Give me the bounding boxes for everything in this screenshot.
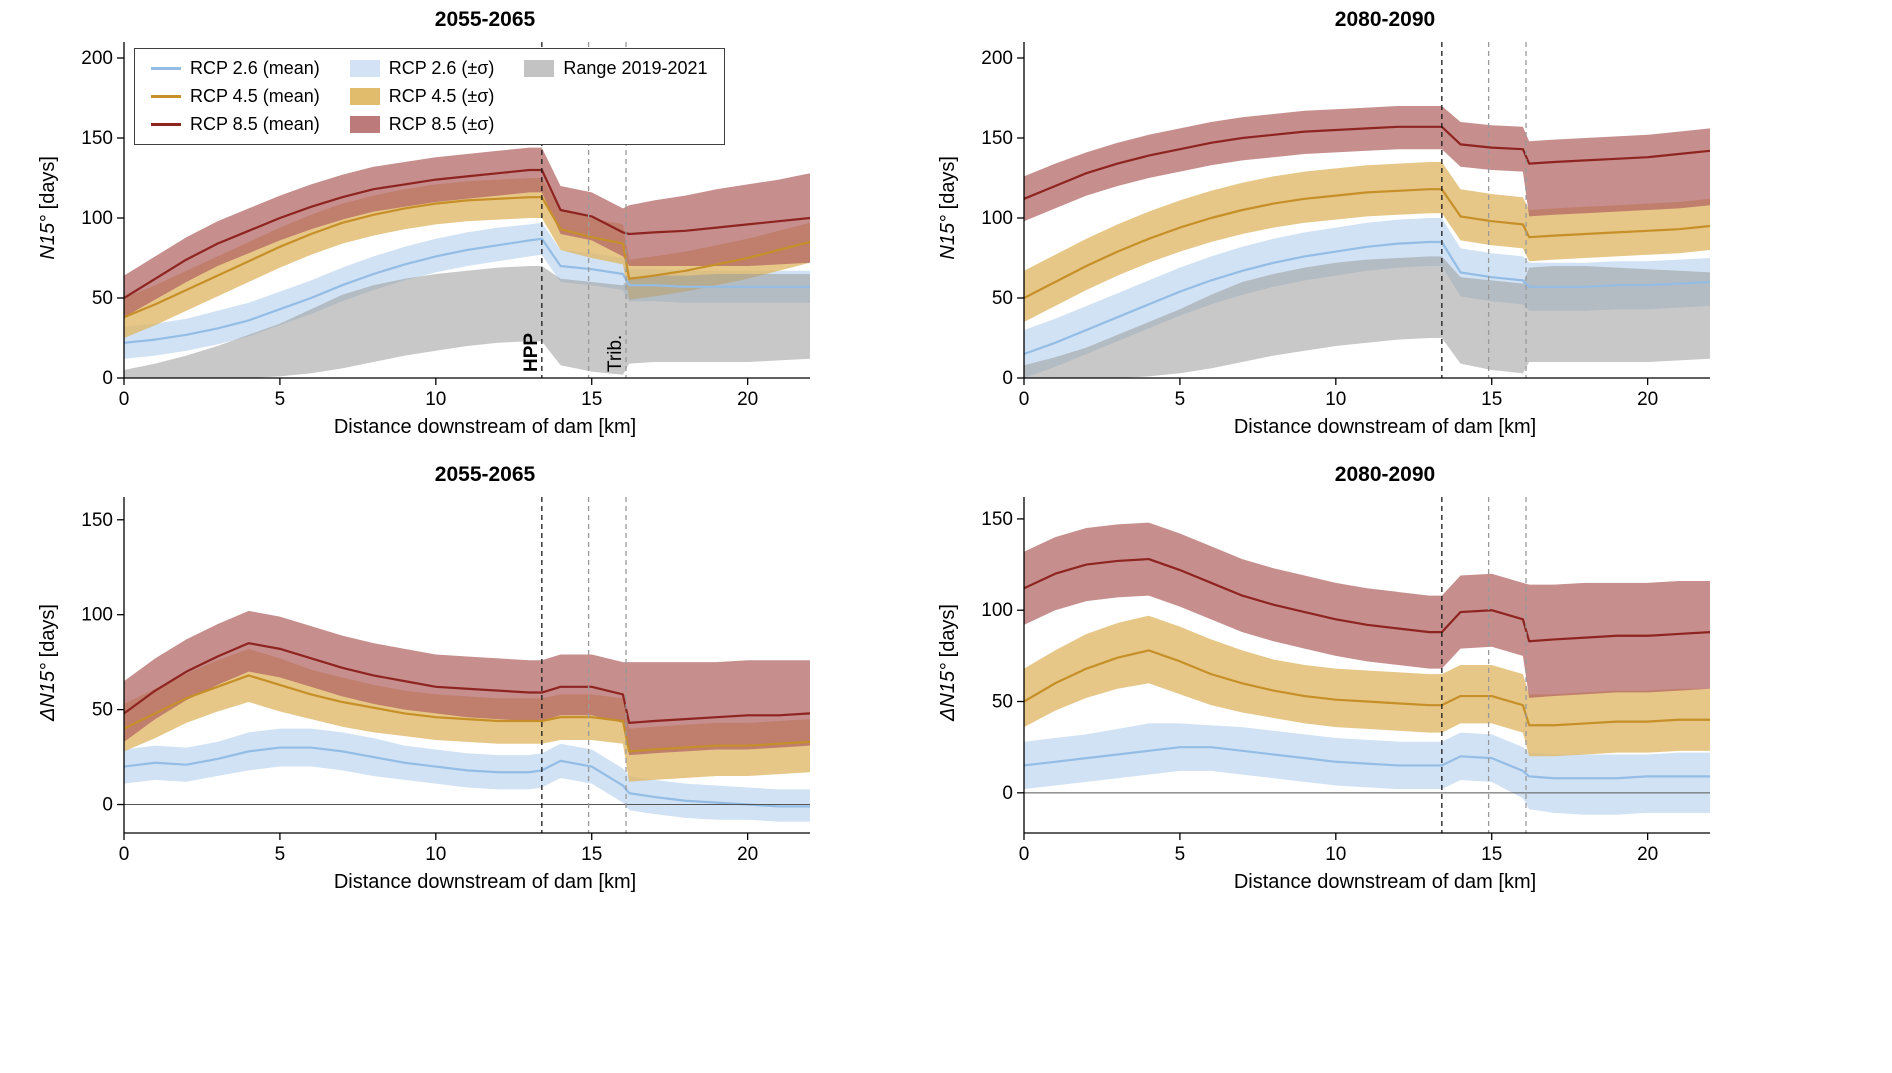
svg-text:15: 15 <box>581 844 602 865</box>
x-axis-label: Distance downstream of dam [km] <box>333 416 637 438</box>
y-axis-label: ΔN15° [days] <box>30 489 66 871</box>
svg-text:10: 10 <box>1325 389 1346 410</box>
svg-text:100: 100 <box>81 208 113 229</box>
y-axis-label-units: [days] <box>36 604 59 664</box>
svg-text:0: 0 <box>102 795 113 816</box>
legend-item: RCP 2.6 (±σ) <box>349 58 495 79</box>
legend-band-swatch-icon <box>349 60 380 77</box>
svg-text:5: 5 <box>275 844 286 865</box>
svg-text:150: 150 <box>981 128 1013 149</box>
svg-text:100: 100 <box>981 600 1013 621</box>
plot-region: ΔN15° [days] 0 5 10 15 20 0 50 100 150 <box>930 489 1760 871</box>
svg-text:20: 20 <box>1637 389 1658 410</box>
legend-item: Range 2019-2021 <box>524 58 708 79</box>
x-axis-label: Distance downstream of dam [km] <box>1233 871 1537 893</box>
x-axis-label: Distance downstream of dam [km] <box>333 871 637 893</box>
svg-text:200: 200 <box>981 48 1013 69</box>
legend-label: RCP 4.5 (mean) <box>190 86 320 106</box>
svg-text:0: 0 <box>119 844 130 865</box>
legend-line-swatch-icon <box>151 123 181 126</box>
plot-area: 0 5 10 15 20 0 50 100 150 <box>81 497 810 865</box>
svg-text:Trib.: Trib. <box>605 335 626 372</box>
y-axis-label: N15° [days] <box>30 34 66 416</box>
plot-region: ΔN15° [days] 0 5 10 15 20 0 50 100 150 <box>30 489 860 871</box>
svg-text:0: 0 <box>1002 783 1013 804</box>
svg-text:0: 0 <box>1019 844 1030 865</box>
legend-band-swatch-icon <box>524 60 555 77</box>
y-axis-label-units: [days] <box>36 156 59 216</box>
chart-title: 2080-2090 <box>1334 463 1436 486</box>
y-axis-label: N15° [days] <box>930 34 966 416</box>
svg-text:50: 50 <box>92 700 113 721</box>
svg-text:20: 20 <box>737 389 758 410</box>
svg-text:200: 200 <box>81 48 113 69</box>
chart-title: 2080-2090 <box>1334 8 1436 31</box>
legend-label: RCP 8.5 (mean) <box>190 114 320 134</box>
svg-text:5: 5 <box>275 389 286 410</box>
figure-grid: 2055-2065 N15° [days] HPP Trib. 0 5 10 15 20 0 5… <box>30 8 1760 894</box>
y-axis-label-variable: N15° <box>936 215 959 260</box>
svg-text:100: 100 <box>981 208 1013 229</box>
legend-band-swatch-icon <box>349 116 380 133</box>
legend-item: RCP 8.5 (±σ) <box>349 114 495 135</box>
legend-label: RCP 2.6 (mean) <box>190 58 320 78</box>
legend-label: RCP 2.6 (±σ) <box>388 58 495 78</box>
legend-label: RCP 8.5 (±σ) <box>388 114 495 134</box>
chart-title: 2055-2065 <box>434 8 536 31</box>
plot-area: 0 5 10 15 20 0 50 100 150 <box>981 497 1710 865</box>
svg-text:0: 0 <box>1019 389 1030 410</box>
svg-text:150: 150 <box>981 509 1013 530</box>
svg-text:5: 5 <box>1175 389 1186 410</box>
y-axis-label-variable: ΔN15° <box>936 663 959 722</box>
legend-line-swatch-icon <box>151 67 181 70</box>
chart-title: 2055-2065 <box>434 463 536 486</box>
svg-text:15: 15 <box>1481 389 1502 410</box>
x-axis-label: Distance downstream of dam [km] <box>1233 416 1537 438</box>
svg-text:15: 15 <box>581 389 602 410</box>
plot-region: N15° [days] HPP Trib. 0 5 10 15 20 0 50 100 150 200… <box>30 34 860 416</box>
legend-band-swatch-icon <box>349 88 380 105</box>
y-axis-label-units: [days] <box>936 156 959 216</box>
svg-text:10: 10 <box>425 389 446 410</box>
svg-text:20: 20 <box>737 844 758 865</box>
subplot-top-right: 2080-2090 N15° [days] 0 5 10 15 20 0 50 100 150 2… <box>930 8 1760 439</box>
plot-region: N15° [days] 0 5 10 15 20 0 50 100 150 200 <box>930 34 1760 416</box>
legend-item: RCP 8.5 (mean) <box>151 114 320 135</box>
legend-label: RCP 4.5 (±σ) <box>388 86 495 106</box>
svg-text:10: 10 <box>1325 844 1346 865</box>
svg-text:100: 100 <box>81 605 113 626</box>
legend-item: RCP 2.6 (mean) <box>151 58 320 79</box>
legend-label: Range 2019-2021 <box>563 58 708 78</box>
svg-text:15: 15 <box>1481 844 1502 865</box>
legend-item: RCP 4.5 (±σ) <box>349 86 495 107</box>
subplot-bottom-right: 2080-2090 ΔN15° [days] 0 5 10 15 20 0 50 100 150… <box>930 463 1760 894</box>
subplot-bottom-left: 2055-2065 ΔN15° [days] 0 5 10 15 20 0 50 100 150… <box>30 463 860 894</box>
svg-text:150: 150 <box>81 510 113 531</box>
y-axis-label-variable: N15° <box>36 215 59 260</box>
svg-text:0: 0 <box>1002 368 1013 389</box>
y-axis-label-variable: ΔN15° <box>36 663 59 722</box>
svg-text:10: 10 <box>425 844 446 865</box>
svg-text:5: 5 <box>1175 844 1186 865</box>
svg-text:50: 50 <box>992 692 1013 713</box>
svg-text:20: 20 <box>1637 844 1658 865</box>
svg-text:150: 150 <box>81 128 113 149</box>
svg-text:0: 0 <box>119 389 130 410</box>
legend-item: RCP 4.5 (mean) <box>151 86 320 107</box>
y-axis-label-units: [days] <box>936 604 959 664</box>
svg-text:50: 50 <box>92 288 113 309</box>
svg-text:HPP: HPP <box>521 333 542 372</box>
y-axis-label: ΔN15° [days] <box>930 489 966 871</box>
subplot-top-left: 2055-2065 N15° [days] HPP Trib. 0 5 10 15 20 0 5… <box>30 8 860 439</box>
legend: RCP 2.6 (mean) RCP 4.5 (mean) RCP 8.5 (mea… <box>134 48 725 145</box>
svg-text:0: 0 <box>102 368 113 389</box>
svg-text:50: 50 <box>992 288 1013 309</box>
legend-line-swatch-icon <box>151 95 181 98</box>
